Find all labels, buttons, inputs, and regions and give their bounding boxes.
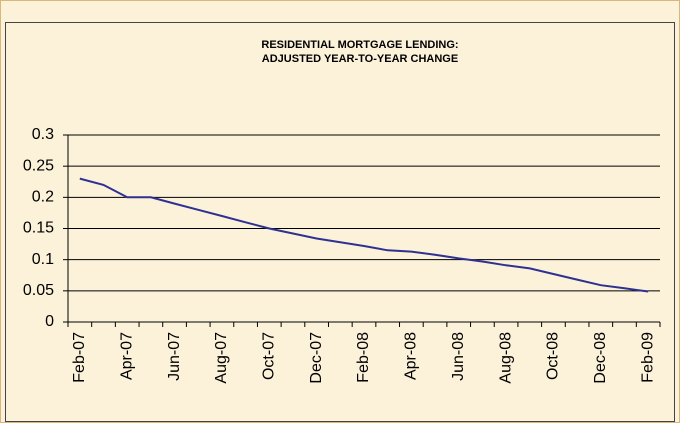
x-tick-label: Feb-07 <box>71 332 88 383</box>
x-tick-label: Jun-08 <box>450 332 467 381</box>
x-tick-label: Feb-09 <box>639 332 656 383</box>
chart-title: RESIDENTIAL MORTGAGE LENDING: <box>261 39 458 51</box>
y-tick-label: 0.15 <box>23 220 54 237</box>
x-tick-label: Jun-07 <box>166 332 183 381</box>
y-tick-label: 0.05 <box>23 282 54 299</box>
chart-area <box>5 22 675 422</box>
x-tick-label: Aug-07 <box>213 332 230 384</box>
x-tick-label: Oct-08 <box>545 332 562 380</box>
y-tick-label: 0 <box>45 313 54 330</box>
line-series <box>79 177 649 293</box>
y-tick-label: 0.3 <box>32 126 54 143</box>
x-tick-label: Aug-08 <box>497 332 514 384</box>
x-tick-label: Apr-07 <box>118 332 135 380</box>
x-tick-label: Dec-08 <box>592 332 609 384</box>
x-tick-label: Apr-08 <box>403 332 420 380</box>
x-tick-label: Dec-07 <box>308 332 325 384</box>
x-tick-label: Feb-08 <box>355 332 372 383</box>
y-tick-label: 0.1 <box>32 251 54 268</box>
y-tick-label: 0.25 <box>23 157 54 174</box>
chart-title: ADJUSTED YEAR-TO-YEAR CHANGE <box>262 53 458 65</box>
y-tick-label: 0.2 <box>32 189 54 206</box>
x-tick-label: Oct-07 <box>260 332 277 380</box>
